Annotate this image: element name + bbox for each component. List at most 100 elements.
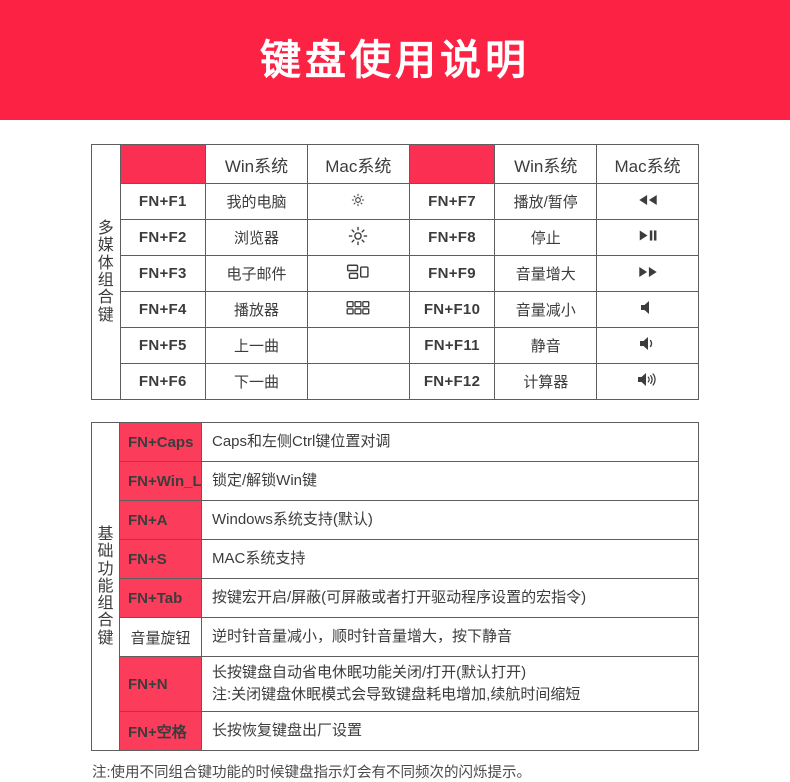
mac-function-icon-cell (306, 183, 410, 220)
table-row: FN+N 长按键盘自动省电休眠功能关闭/打开(默认打开) 注:关闭键盘休眠模式会… (92, 656, 699, 712)
brightness-up-icon (347, 225, 369, 251)
mac-function-icon-cell (306, 255, 410, 292)
table-header-row: 多媒体组合键 Win系统 Mac系统 Win系统 Mac系统 (91, 144, 699, 400)
key-label: FN+Win_L (119, 461, 202, 501)
vertical-label-char: 组 (97, 595, 114, 613)
vertical-label-char: 体 (97, 254, 114, 272)
table-row: FN+F2 浏览器 FN+F8 停止 (92, 219, 699, 256)
key-label: FN+F2 (119, 219, 207, 256)
mac-function-empty-cell (306, 363, 410, 400)
key-description: Windows系统支持(默认) (201, 500, 699, 540)
key-description-line-1: 长按键盘自动省电休眠功能关闭/打开(默认打开) (212, 664, 527, 682)
multimedia-table-container: 多媒体组合键 Win系统 Mac系统 Win系统 Mac系统 FN+F1 我的电… (91, 144, 699, 400)
win-function: 音量减小 (494, 291, 598, 328)
win-function: 电子邮件 (205, 255, 308, 292)
win-function: 播放器 (205, 291, 308, 328)
vertical-label-char: 合 (97, 612, 114, 630)
brightness-down-icon (349, 191, 367, 213)
vertical-label-char: 键 (97, 629, 114, 647)
vertical-label-char: 合 (97, 289, 114, 307)
rewind-icon (637, 193, 659, 211)
key-description: MAC系统支持 (201, 539, 699, 579)
fast-forward-icon (637, 265, 659, 283)
key-label: FN+N (119, 656, 202, 712)
key-description: 按键宏开启/屏蔽(可屏蔽或者打开驱动程序设置的宏指令) (201, 578, 699, 618)
table-row: 音量旋钮 逆时针音量减小，顺时针音量增大，按下静音 (92, 617, 699, 657)
basic-vertical-label: 基础功能组合键 (91, 422, 120, 751)
key-label: FN+F3 (119, 255, 207, 292)
vertical-label-char: 功 (97, 560, 114, 578)
page-title: 键盘使用说明 (260, 36, 530, 83)
key-label: FN+F8 (408, 219, 496, 256)
vertical-label-char: 基 (97, 526, 114, 544)
key-label: FN+F4 (119, 291, 207, 328)
mac-function-icon-cell (596, 363, 699, 400)
header-win-right: Win系统 (494, 144, 598, 184)
volume-high-icon (636, 372, 660, 391)
key-description-line-2: 注:关闭键盘休眠模式会导致键盘耗电增加,续航时间缩短 (212, 686, 581, 703)
key-description: 逆时针音量减小，顺时针音量增大，按下静音 (201, 617, 699, 657)
key-label: FN+空格 (119, 711, 202, 751)
mac-function-icon-cell (596, 183, 699, 220)
vertical-label-char: 础 (97, 543, 114, 561)
win-function: 音量增大 (494, 255, 598, 292)
table-row: FN+F1 我的电脑 FN+F7 播放/暂停 (92, 183, 699, 220)
header-key-right (408, 144, 496, 184)
basic-vertical-label-text: 基础功能组合键 (92, 526, 119, 647)
table-row: FN+S MAC系统支持 (92, 539, 699, 579)
key-label: FN+F10 (408, 291, 496, 328)
vertical-label-char: 能 (97, 577, 114, 595)
key-description: 长按键盘自动省电休眠功能关闭/打开(默认打开) 注:关闭键盘休眠模式会导致键盘耗… (201, 656, 699, 712)
mac-function-icon-cell (596, 291, 699, 328)
win-function: 我的电脑 (205, 183, 308, 220)
win-function: 上一曲 (205, 327, 308, 364)
launchpad-icon (345, 299, 371, 321)
key-description: 长按恢复键盘出厂设置 (201, 711, 699, 751)
header-win-left: Win系统 (205, 144, 308, 184)
key-label: FN+F7 (408, 183, 496, 220)
key-label: FN+Caps (119, 422, 202, 462)
basic-function-combination-keys-table: 基础功能组合键 FN+Caps Caps和左侧Ctrl键位置对调 FN+Win_… (91, 422, 699, 751)
key-label: FN+F9 (408, 255, 496, 292)
header-mac-right: Mac系统 (596, 144, 699, 184)
volume-knob-label: 音量旋钮 (119, 617, 202, 657)
multimedia-vertical-label: 多媒体组合键 (91, 144, 121, 400)
multimedia-vertical-label-text: 多媒体组合键 (92, 220, 120, 324)
footnote: 注:使用不同组合键功能的时候键盘指示灯会有不同频次的闪烁提示。 (92, 765, 532, 781)
header-key-left (119, 144, 207, 184)
vertical-label-char: 媒 (97, 237, 114, 255)
multimedia-combination-keys-table: 多媒体组合键 Win系统 Mac系统 Win系统 Mac系统 FN+F1 我的电… (91, 144, 699, 400)
header-mac-left: Mac系统 (306, 144, 410, 184)
play-pause-icon (637, 229, 659, 246)
table-row: FN+F6 下一曲 FN+F12 计算器 (92, 363, 699, 400)
mac-function-icon-cell (306, 291, 410, 328)
win-function: 下一曲 (205, 363, 308, 400)
vertical-label-char: 多 (97, 220, 114, 238)
table-row: FN+Win_L 锁定/解锁Win键 (92, 461, 699, 501)
table-row: FN+Tab 按键宏开启/屏蔽(可屏蔽或者打开驱动程序设置的宏指令) (92, 578, 699, 618)
win-function: 静音 (494, 327, 598, 364)
vertical-label-char: 键 (97, 306, 114, 324)
key-label: FN+F11 (408, 327, 496, 364)
mac-function-icon-cell (596, 219, 699, 256)
volume-low-icon (638, 336, 658, 355)
mac-function-icon-cell (596, 327, 699, 364)
mac-function-empty-cell (306, 327, 410, 364)
key-description: 锁定/解锁Win键 (201, 461, 699, 501)
win-function: 停止 (494, 219, 598, 256)
key-description: Caps和左侧Ctrl键位置对调 (201, 422, 699, 462)
win-function: 计算器 (494, 363, 598, 400)
table-row: FN+A Windows系统支持(默认) (92, 500, 699, 540)
vertical-label-char: 组 (97, 272, 114, 289)
mac-function-icon-cell (596, 255, 699, 292)
key-label: FN+F5 (119, 327, 207, 364)
win-function: 播放/暂停 (494, 183, 598, 220)
basic-table-container: 基础功能组合键 FN+Caps Caps和左侧Ctrl键位置对调 FN+Win_… (91, 422, 699, 751)
key-label: FN+Tab (119, 578, 202, 618)
key-label: FN+F6 (119, 363, 207, 400)
table-row: FN+空格 长按恢复键盘出厂设置 (92, 711, 699, 751)
mission-control-icon (345, 263, 371, 285)
key-label: FN+S (119, 539, 202, 579)
page-banner: 键盘使用说明 (0, 0, 790, 120)
mac-function-icon-cell (306, 219, 410, 256)
